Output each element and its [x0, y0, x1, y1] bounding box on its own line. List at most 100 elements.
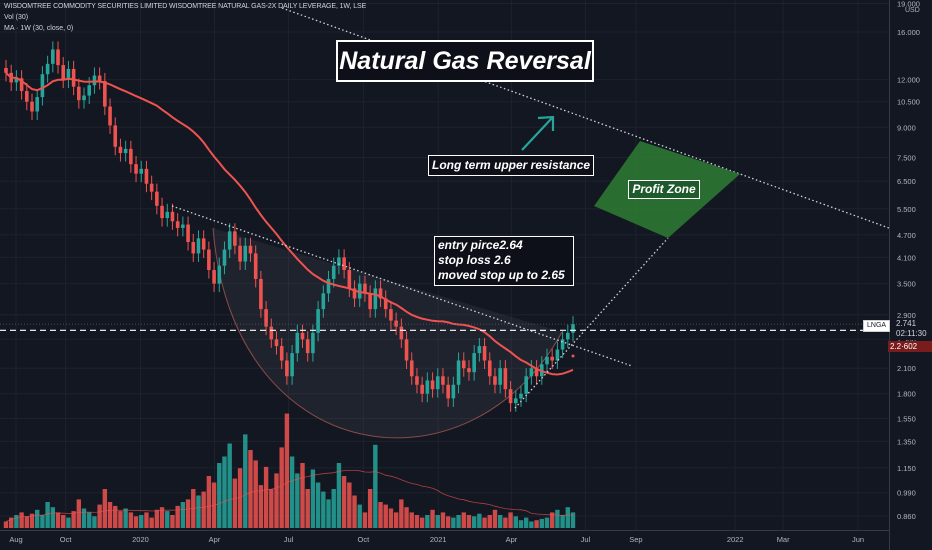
candle-body: [347, 270, 352, 289]
candle-body: [191, 242, 196, 254]
candle-body: [373, 288, 378, 310]
volume-bar: [40, 515, 45, 528]
y-tick-label: 2.900: [897, 311, 916, 320]
candle-body: [45, 63, 50, 75]
volume-ma-line: [5, 469, 574, 522]
y-tick-label: 3.500: [897, 280, 916, 289]
candle-body: [290, 353, 294, 377]
candle-body: [129, 148, 133, 165]
volume-bar: [362, 512, 368, 528]
profit-zone-label[interactable]: Profit Zone: [628, 180, 700, 199]
volume-bar: [9, 517, 14, 528]
candle-body: [461, 360, 466, 369]
x-tick-label: Mar: [777, 535, 790, 544]
candle-body: [441, 376, 445, 385]
candle-body: [342, 257, 346, 271]
volume-bar: [544, 517, 550, 528]
candle-body: [77, 86, 81, 101]
volume-bar: [492, 509, 498, 528]
candle-body: [4, 67, 8, 73]
volume-bar: [92, 516, 97, 528]
y-tick-label: 16.000: [897, 28, 920, 37]
y-tick-label: 0.990: [897, 489, 916, 498]
volume-bar: [305, 489, 310, 528]
candle-body: [56, 49, 60, 66]
candle-body: [14, 78, 19, 83]
y-tick-label: 6.500: [897, 177, 916, 186]
reversal-title-box[interactable]: Natural Gas Reversal: [336, 40, 594, 82]
volume-bar: [222, 456, 227, 528]
candle-body: [253, 253, 258, 279]
volume-bar: [232, 478, 238, 528]
trade-note-moved: moved stop up to 2.65: [438, 268, 565, 282]
candle-body: [529, 368, 534, 377]
candle-body: [279, 346, 284, 361]
volume-bar: [263, 466, 269, 528]
candle-body: [274, 339, 279, 347]
y-tick-label: 2.100: [897, 364, 916, 373]
volume-legend[interactable]: Vol (30): [4, 14, 29, 21]
trade-note-entry: entry pirce2.64: [438, 238, 523, 252]
candle-body: [503, 368, 508, 390]
candle-body: [482, 346, 487, 361]
volume-bar: [87, 512, 92, 528]
resistance-label[interactable]: Long term upper resistance: [428, 155, 594, 176]
y-tick-label: 4.700: [897, 231, 916, 240]
candle-body: [311, 332, 315, 354]
candle-body: [399, 326, 404, 340]
volume-bar: [35, 509, 40, 528]
chart-title: WISDOMTREE COMMODITY SECURITIES LIMITED …: [4, 3, 367, 10]
volume-bar: [128, 512, 134, 528]
volume-bar: [399, 499, 404, 528]
candle-body: [352, 288, 357, 299]
volume-bar: [321, 491, 326, 528]
candle-body: [435, 376, 440, 390]
candle-body: [545, 356, 549, 365]
candle-body: [305, 339, 310, 354]
candle-body: [508, 389, 513, 404]
volume-bar: [409, 512, 414, 528]
volume-bar: [66, 517, 71, 528]
volume-bar: [227, 443, 232, 528]
volume-bar: [107, 502, 113, 528]
volume-bar: [414, 515, 420, 528]
volume-bar: [555, 509, 560, 528]
volume-bar: [534, 520, 539, 528]
volume-bar: [482, 517, 487, 528]
volume-bar: [430, 509, 435, 528]
volume-bar: [118, 511, 123, 528]
volume-bar: [357, 504, 362, 528]
candle-body: [170, 211, 175, 222]
candle-body: [513, 398, 518, 404]
volume-bar: [149, 517, 154, 528]
volume-bar: [331, 489, 336, 528]
candle-body: [51, 49, 55, 64]
arrow-shaft: [521, 117, 553, 151]
candle-body: [181, 224, 185, 228]
volume-bar: [243, 434, 248, 528]
volume-bar: [217, 463, 222, 528]
candle-body: [19, 78, 24, 92]
x-tick-label: Apr: [506, 535, 518, 544]
volume-bar: [123, 508, 128, 528]
trade-note[interactable]: entry pirce2.64 stop loss 2.6 moved stop…: [434, 236, 574, 286]
y-tick-label: 1.550: [897, 414, 916, 423]
volume-bar: [180, 502, 186, 528]
y-tick-label: 5.500: [897, 205, 916, 214]
ma-end-dot: [571, 354, 575, 358]
volume-bar: [24, 516, 30, 528]
bar-countdown: 02:11:30: [896, 329, 927, 338]
candle-body: [227, 231, 232, 250]
volume-bar: [373, 444, 378, 528]
ma-legend[interactable]: MA · 1W (30, close, 0): [4, 25, 74, 32]
last-price-value: 2.741: [896, 319, 917, 328]
y-tick-label: 19.000: [897, 0, 920, 9]
volume-bar: [274, 473, 279, 528]
candle-body: [425, 380, 430, 394]
volume-bar: [471, 516, 477, 528]
candle-body: [40, 74, 45, 98]
volume-bar: [518, 520, 524, 528]
volume-bar: [19, 512, 24, 528]
